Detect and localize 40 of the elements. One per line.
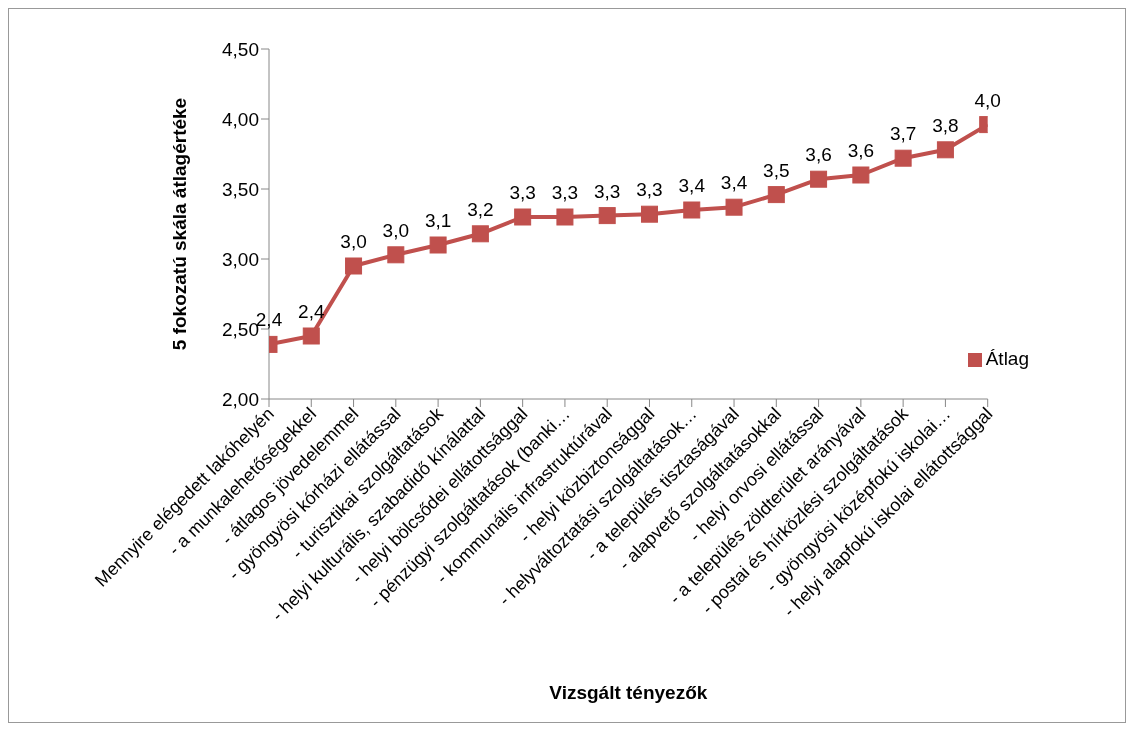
- data-label: 2,4: [298, 301, 325, 322]
- y-tick-label: 3,00: [222, 248, 259, 270]
- data-label: 3,4: [678, 175, 706, 196]
- point: [429, 236, 447, 254]
- point: [345, 257, 363, 275]
- point: [556, 208, 574, 226]
- legend-label: Átlag: [985, 348, 1029, 369]
- data-label: 3,2: [467, 198, 494, 220]
- point: [852, 166, 870, 184]
- data-label: 3,4: [720, 172, 748, 194]
- data-label: 3,6: [805, 144, 832, 166]
- point: [810, 170, 828, 188]
- point: [725, 198, 743, 216]
- data-label: 3,8: [932, 114, 959, 136]
- data-label: 3,3: [509, 182, 536, 203]
- point: [598, 207, 616, 225]
- data-label: 3,3: [551, 182, 579, 203]
- point: [387, 246, 405, 264]
- y-tick-label: 4,00: [222, 108, 259, 130]
- point: [471, 225, 489, 243]
- data-label: 3,0: [382, 219, 410, 241]
- point: [936, 141, 954, 159]
- x-axis-title: Vizsgált tényezők: [549, 682, 708, 703]
- y-axis-title: 5 fokozatú skála átlagértéke: [168, 97, 190, 351]
- data-label: 3,7: [889, 123, 917, 145]
- data-label: 3,0: [340, 231, 367, 252]
- point: [302, 327, 320, 345]
- point: [767, 186, 785, 204]
- point: [640, 205, 658, 223]
- data-label: 3,1: [424, 210, 452, 231]
- point: [683, 201, 701, 219]
- data-label: 3,3: [593, 180, 621, 202]
- data-label: 3,5: [763, 159, 790, 181]
- point: [514, 208, 532, 226]
- point: [894, 149, 912, 167]
- y-tick-label: 4,50: [222, 38, 259, 60]
- y-tick-label: 3,50: [222, 178, 259, 200]
- data-label: 4,0: [974, 89, 1001, 111]
- data-label: 3,6: [847, 140, 875, 161]
- data-label: 3,3: [636, 179, 663, 201]
